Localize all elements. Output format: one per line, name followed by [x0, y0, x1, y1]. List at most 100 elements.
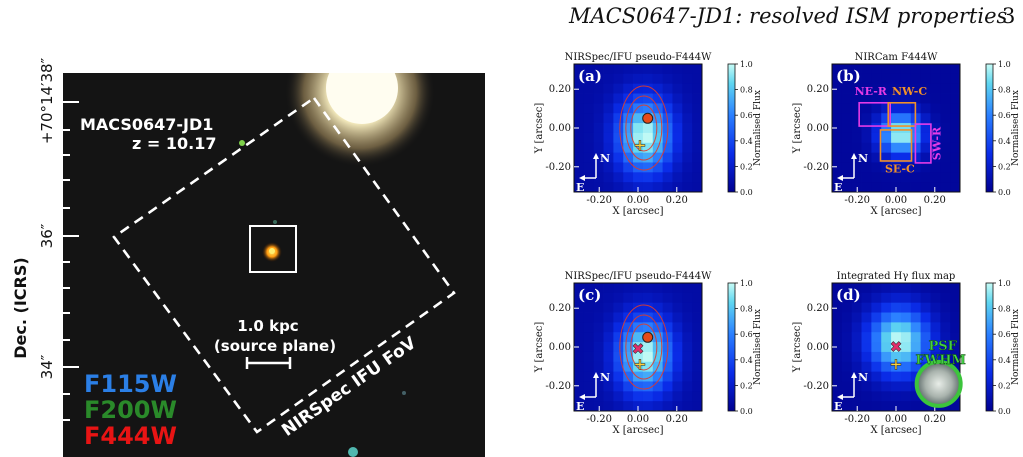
flux-pixel — [603, 361, 614, 373]
flux-pixel — [682, 113, 693, 124]
flux-pixel — [593, 64, 604, 75]
colorbar-tick-label: 0.6 — [740, 330, 753, 339]
flux-pixel — [692, 103, 703, 114]
flux-pixel — [603, 342, 614, 353]
flux-pixel — [583, 64, 595, 75]
flux-pixel — [662, 93, 673, 104]
flux-pixel — [871, 132, 882, 144]
flux-pixel — [593, 123, 604, 134]
flux-pixel — [692, 371, 703, 382]
flux-pixel — [861, 381, 872, 392]
flux-pixel — [871, 182, 882, 193]
flux-pixel — [841, 132, 853, 144]
flux-pixel — [881, 103, 892, 114]
flux-pixel — [593, 322, 604, 333]
flux-pixel — [940, 292, 951, 304]
compass-n-label: N — [600, 152, 610, 165]
x-tick-label: 0.00 — [627, 195, 649, 206]
flux-pixel — [832, 322, 843, 333]
flux-pixel — [642, 381, 654, 392]
flux-pixel — [623, 361, 634, 373]
flux-pixel — [832, 391, 843, 402]
flux-pixel — [682, 103, 693, 114]
flux-pixel — [841, 351, 853, 363]
flux-pixel — [593, 361, 604, 373]
flux-pixel — [861, 123, 872, 134]
flux-pixel — [851, 73, 862, 85]
y-axis-label: Y [arcsec] — [534, 322, 545, 374]
flux-pixel — [950, 351, 961, 363]
flux-pixel — [603, 152, 614, 163]
flux-pixel — [930, 172, 941, 183]
flux-pixel — [583, 361, 595, 373]
flux-pixel — [841, 73, 853, 85]
flux-pixel — [692, 332, 703, 343]
flux-pixel — [841, 103, 853, 114]
flux-pixel — [841, 123, 853, 134]
flux-pixel — [623, 103, 634, 114]
flux-pixel — [861, 113, 872, 124]
flux-pixel — [861, 73, 872, 85]
flux-pixel — [891, 123, 902, 134]
flux-pixel — [832, 332, 843, 343]
flux-pixel — [662, 103, 673, 114]
flux-pixel — [851, 113, 862, 124]
flux-pixel — [574, 123, 585, 134]
flux-pixel — [832, 371, 843, 382]
flux-pixel — [682, 312, 693, 323]
flux-pixel — [910, 322, 922, 333]
flux-pixel — [910, 64, 922, 75]
flux-pixel — [891, 93, 902, 104]
flux-pixel — [861, 103, 872, 114]
flux-pixel — [900, 312, 912, 323]
flux-pixel — [871, 83, 882, 94]
flux-pixel — [881, 162, 892, 173]
flux-pixel — [910, 391, 922, 402]
flux-pixel — [881, 93, 892, 104]
flux-pixel — [613, 371, 624, 382]
flux-pixel — [633, 351, 644, 363]
flux-pixel — [603, 103, 614, 114]
flux-pixel — [682, 182, 693, 193]
flux-pixel — [832, 401, 843, 412]
flux-pixel — [583, 113, 595, 124]
flux-pixel — [603, 182, 614, 193]
flux-pixel — [940, 182, 951, 193]
flux-pixel — [881, 64, 892, 75]
flux-pixel — [662, 64, 673, 75]
flux-pixel — [633, 93, 644, 104]
flux-pixel — [613, 391, 624, 402]
flux-pixel — [832, 162, 843, 173]
flux-pixel — [900, 371, 912, 382]
flux-pixel — [832, 83, 843, 94]
flux-pixel — [682, 83, 693, 94]
flux-contour — [619, 85, 669, 171]
flux-pixel — [613, 93, 624, 104]
flux-pixel — [692, 342, 703, 353]
flux-pixel — [623, 152, 634, 163]
flux-pixel — [692, 93, 703, 104]
flux-pixel — [881, 283, 892, 294]
flux-pixel — [920, 64, 931, 75]
compass-north-head — [851, 372, 857, 378]
flux-pixel — [613, 142, 624, 154]
flux-pixel — [851, 361, 862, 373]
flux-pixel — [871, 371, 882, 382]
flux-pixel — [910, 83, 922, 94]
flux-pixel — [633, 103, 644, 114]
flux-pixel — [692, 391, 703, 402]
x-tick-label: -0.20 — [844, 195, 870, 206]
flux-pixel — [613, 132, 624, 144]
flux-pixel — [900, 391, 912, 402]
centroid-marker: + — [633, 354, 646, 373]
flux-pixel — [652, 283, 664, 294]
region-label-se-c: SE-C — [885, 163, 915, 176]
flux-pixel — [900, 132, 912, 144]
flux-pixel — [672, 292, 683, 304]
flux-pixel — [861, 322, 872, 333]
jd1-highlight-box — [249, 225, 297, 273]
flux-pixel — [574, 302, 585, 313]
flux-pixel — [574, 322, 585, 333]
colorbar-tick-label: 0.2 — [998, 381, 1011, 390]
